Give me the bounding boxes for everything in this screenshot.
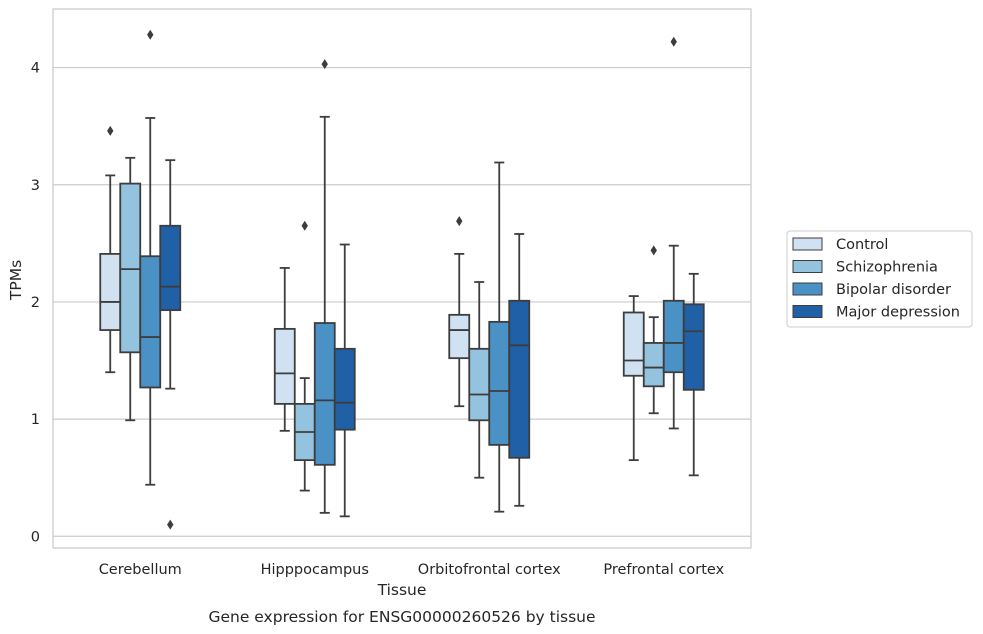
- box-control: [99, 125, 122, 374]
- box-iqr: [468, 347, 491, 422]
- box-iqr: [273, 327, 296, 405]
- legend: Control Schizophrenia Bipolar disorder Majo…: [786, 230, 973, 328]
- box-bipolar-disorder: [139, 29, 162, 486]
- boxes-layer: [99, 29, 705, 530]
- y-tick-label: 3: [31, 178, 40, 194]
- box-iqr: [662, 299, 685, 374]
- x-axis-label: Tissue: [377, 581, 427, 599]
- y-axis-label: TPMs: [7, 260, 25, 301]
- plot-frame: [52, 8, 752, 549]
- outlier-point: [147, 29, 154, 40]
- outlier-point: [456, 216, 463, 227]
- box-iqr: [682, 303, 705, 391]
- box-bipolar-disorder: [662, 36, 685, 430]
- box-iqr: [333, 347, 356, 431]
- y-tick-label: 2: [31, 295, 40, 311]
- outlier-point: [301, 220, 308, 231]
- box-iqr: [622, 311, 645, 377]
- box-schizophrenia: [642, 245, 665, 415]
- box-schizophrenia: [468, 281, 491, 479]
- box-major-depression: [159, 159, 182, 530]
- outlier-point: [670, 36, 677, 47]
- box-iqr: [313, 322, 336, 466]
- box-major-depression: [682, 272, 705, 477]
- legend-swatch: [792, 260, 823, 273]
- box-schizophrenia: [119, 156, 142, 422]
- legend-label: Schizophrenia: [836, 260, 938, 276]
- legend-swatch: [792, 282, 823, 296]
- box-bipolar-disorder: [488, 161, 511, 513]
- legend-swatch: [792, 305, 823, 318]
- outlier-point: [321, 59, 328, 70]
- legend-label: Control: [836, 237, 888, 253]
- x-tick-label: Hipppocampus: [261, 562, 369, 578]
- box-iqr: [488, 320, 511, 446]
- box-iqr: [119, 182, 142, 354]
- legend-label: Bipolar disorder: [836, 282, 951, 298]
- x-tick-label: Orbitofrontal cortex: [418, 562, 561, 578]
- legend-frame: [786, 230, 973, 328]
- outlier-point: [650, 245, 657, 256]
- legend-swatch: [792, 237, 823, 251]
- y-axis-ticks: 0 1 2 3 4: [31, 61, 40, 546]
- outlier-point: [107, 125, 114, 136]
- box-major-depression: [333, 243, 356, 518]
- y-tick-label: 0: [31, 529, 40, 545]
- box-major-depression: [508, 233, 531, 507]
- legend-label: Major depression: [836, 305, 960, 321]
- box-iqr: [159, 224, 182, 312]
- box-iqr: [139, 255, 162, 389]
- box-control: [622, 295, 645, 462]
- outlier-point: [167, 519, 174, 530]
- box-control: [273, 267, 296, 432]
- box-iqr: [448, 313, 471, 360]
- x-tick-label: Prefrontal cortex: [603, 562, 724, 578]
- y-tick-label: 1: [31, 412, 40, 428]
- box-control: [448, 216, 471, 408]
- box-bipolar-disorder: [313, 59, 336, 514]
- y-tick-label: 4: [31, 61, 40, 77]
- box-schizophrenia: [293, 220, 316, 492]
- x-tick-label: Cerebellum: [99, 562, 182, 578]
- box-iqr: [508, 299, 531, 459]
- chart-caption: Gene expression for ENSG00000260526 by t…: [208, 608, 595, 626]
- box-iqr: [99, 252, 122, 331]
- box-iqr: [642, 342, 665, 388]
- x-axis-ticks: Cerebellum Hipppocampus Orbitofrontal cort…: [99, 562, 725, 578]
